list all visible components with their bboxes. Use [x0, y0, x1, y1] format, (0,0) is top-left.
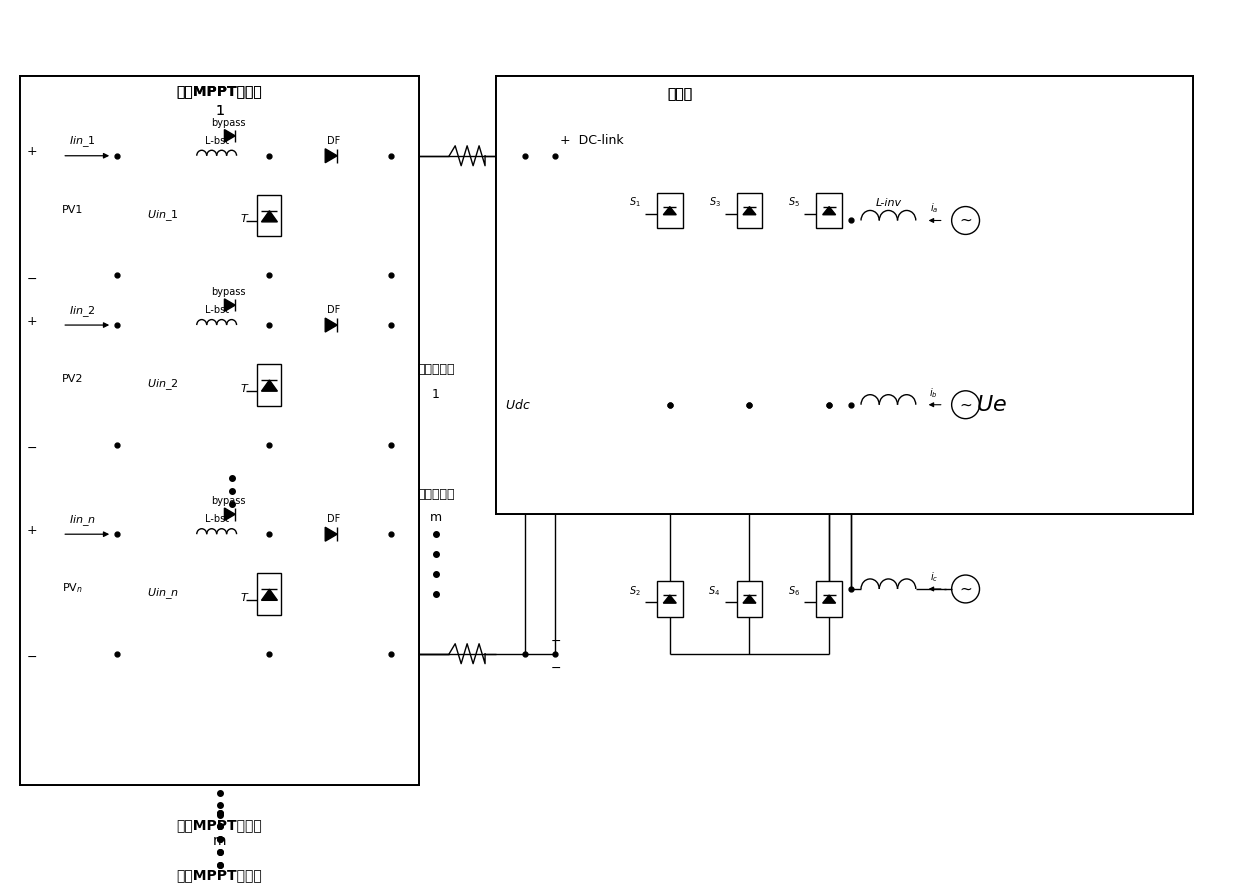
Text: L-bst: L-bst [205, 135, 228, 146]
Text: $S_1$: $S_1$ [629, 196, 641, 210]
Text: bypass: bypass [211, 288, 246, 297]
Polygon shape [262, 380, 278, 391]
Text: 逆变器: 逆变器 [667, 87, 692, 101]
Text: m: m [213, 834, 227, 848]
Text: $S_3$: $S_3$ [708, 196, 720, 210]
Text: +: + [27, 314, 37, 327]
Text: $S_6$: $S_6$ [789, 584, 800, 598]
Text: 智能MPPT汇流箱: 智能MPPT汇流箱 [177, 84, 263, 98]
Bar [182, 116, 361, 156]
Text: −: − [27, 273, 37, 286]
Text: bypass: bypass [211, 496, 246, 506]
Text: 1: 1 [216, 104, 224, 118]
Text: $Uin\_n$: $Uin\_n$ [148, 587, 179, 602]
Text: T: T [241, 593, 247, 603]
Polygon shape [822, 595, 836, 604]
Text: DF: DF [326, 305, 340, 315]
Text: 逆变器: 逆变器 [667, 87, 692, 101]
Polygon shape [663, 595, 676, 604]
Text: $Udc$: $Udc$ [506, 397, 531, 412]
Polygon shape [224, 508, 236, 520]
Text: m: m [430, 511, 441, 524]
Text: 1: 1 [216, 104, 224, 118]
Text: $i_a$: $i_a$ [930, 202, 937, 215]
Text: $Uin\_1$: $Uin\_1$ [148, 208, 179, 223]
Bar [657, 193, 683, 228]
Bar [737, 193, 763, 228]
Text: L-bst: L-bst [205, 305, 228, 315]
Text: ~: ~ [960, 581, 972, 596]
Polygon shape [822, 206, 836, 215]
Polygon shape [325, 149, 337, 163]
Text: $S_2$: $S_2$ [629, 584, 641, 598]
Polygon shape [663, 206, 676, 215]
Polygon shape [743, 206, 756, 215]
Text: $Iin\_1$: $Iin\_1$ [68, 135, 95, 150]
Bar [816, 581, 842, 617]
Text: DF: DF [326, 514, 340, 524]
Text: DF: DF [326, 135, 340, 146]
Polygon shape [224, 129, 236, 142]
Text: $Uin\_2$: $Uin\_2$ [148, 377, 179, 392]
Text: +: + [27, 524, 37, 536]
Text: $Iin\_n$: $Iin\_n$ [68, 512, 95, 527]
Text: PV2: PV2 [62, 373, 84, 384]
Text: 智能MPPT汇流箱: 智能MPPT汇流箱 [177, 868, 263, 881]
Text: −: − [27, 651, 37, 665]
Text: L-bst: L-bst [205, 514, 228, 524]
Text: 直流断路器: 直流断路器 [417, 364, 455, 376]
Text: $i_c$: $i_c$ [930, 570, 937, 584]
Text: −: − [551, 635, 560, 648]
Bar [737, 581, 763, 617]
Text: +  DC-link: + DC-link [560, 135, 624, 147]
Text: ~: ~ [960, 213, 972, 228]
Text: $Ue$: $Ue$ [976, 395, 1007, 415]
Text: L-inv: L-inv [875, 197, 901, 208]
Text: 直流断路器: 直流断路器 [417, 488, 455, 501]
Polygon shape [262, 589, 278, 600]
Text: PV1: PV1 [62, 204, 83, 214]
Bar [657, 581, 683, 617]
Bar [258, 195, 281, 236]
Text: bypass: bypass [211, 118, 246, 128]
Text: T: T [241, 214, 247, 225]
Text: 1: 1 [432, 389, 440, 401]
Bar [182, 495, 361, 535]
Text: −: − [551, 662, 560, 675]
Bar [496, 76, 1193, 514]
Polygon shape [262, 211, 278, 222]
Bar [182, 285, 361, 325]
Text: ~: ~ [960, 397, 972, 412]
Bar [496, 76, 1193, 514]
Text: T: T [241, 384, 247, 394]
Text: $S_5$: $S_5$ [789, 196, 800, 210]
Polygon shape [224, 299, 236, 312]
Text: −: − [27, 442, 37, 455]
Text: PV$_n$: PV$_n$ [62, 581, 83, 595]
Polygon shape [325, 318, 337, 332]
Bar [816, 193, 842, 228]
Text: 智能MPPT汇流箱: 智能MPPT汇流箱 [177, 84, 263, 98]
Bar [21, 76, 419, 785]
Bar [258, 573, 281, 615]
Text: $i_b$: $i_b$ [929, 386, 937, 400]
Polygon shape [325, 527, 337, 541]
Text: $S_4$: $S_4$ [708, 584, 720, 598]
Text: $Iin\_2$: $Iin\_2$ [68, 304, 95, 319]
Text: 智能MPPT汇流箱: 智能MPPT汇流箱 [177, 818, 263, 832]
Bar [258, 364, 281, 405]
Bar [21, 76, 419, 785]
Polygon shape [743, 595, 756, 604]
Text: +: + [27, 145, 37, 158]
